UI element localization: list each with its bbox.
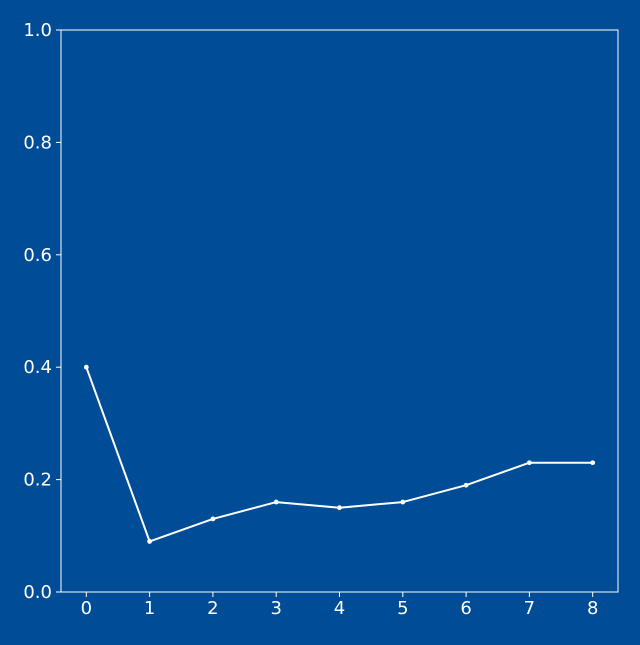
y-tick-label: 0.6 xyxy=(23,245,52,266)
x-tick-label: 5 xyxy=(397,598,408,619)
data-point xyxy=(83,364,89,370)
x-tick-label: 4 xyxy=(334,598,345,619)
x-tick-label: 8 xyxy=(587,598,598,619)
y-tick-label: 0.4 xyxy=(23,357,52,378)
x-tick-label: 2 xyxy=(207,598,218,619)
x-tick-label: 3 xyxy=(270,598,281,619)
data-point xyxy=(526,460,532,466)
y-tick-label: 0.8 xyxy=(23,132,52,153)
y-tick-label: 0.0 xyxy=(23,582,52,603)
x-tick-label: 7 xyxy=(524,598,535,619)
x-tick-label: 0 xyxy=(81,598,92,619)
data-point xyxy=(463,482,469,488)
data-point xyxy=(337,505,342,511)
data-point xyxy=(590,460,596,466)
x-tick-label: 6 xyxy=(460,598,471,619)
x-tick-label: 1 xyxy=(144,598,155,619)
data-point xyxy=(147,539,153,544)
data-point xyxy=(210,516,216,522)
y-tick-label: 1.0 xyxy=(23,20,52,41)
data-point xyxy=(273,499,279,505)
y-tick-label: 0.2 xyxy=(23,470,52,491)
plot-area: 0 1 2 3 4 5 6 7 8 0.0 0.2 0.4 0.6 0.8 1.0 xyxy=(23,20,619,619)
data-point xyxy=(400,499,406,505)
